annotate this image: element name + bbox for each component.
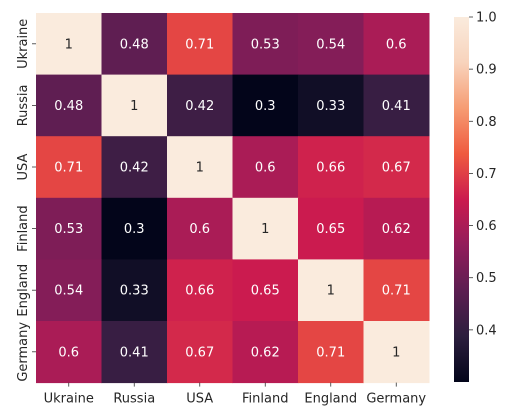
heatmap-cell-3-2 — [167, 197, 233, 260]
heatmap-cell-1-3 — [232, 74, 299, 137]
heatmap-cell-2-0 — [36, 136, 102, 199]
heatmap-cell-0-3 — [232, 13, 299, 76]
colorbar-tick-label: 1.0 — [476, 11, 497, 26]
cell-annotation-1-2: 0.42 — [185, 99, 214, 114]
cell-annotation-3-5: 0.62 — [382, 222, 411, 237]
x-tick-label: Germany — [366, 392, 426, 407]
cell-annotation-3-3: 1 — [261, 222, 269, 237]
cell-annotation-0-3: 0.53 — [251, 37, 280, 52]
heatmap-cell-5-1 — [101, 321, 168, 384]
y-tick-label: USA — [16, 153, 31, 180]
heatmap-cell-3-5 — [363, 197, 430, 260]
heatmap-cell-5-3 — [232, 321, 299, 384]
heatmap-cell-5-4 — [298, 321, 364, 384]
cell-annotation-4-2: 0.66 — [185, 284, 214, 299]
heatmap-cell-2-5 — [363, 136, 430, 199]
cell-annotation-5-0: 0.6 — [58, 345, 79, 360]
cell-annotation-4-4: 1 — [327, 284, 335, 299]
x-tick-label: Russia — [113, 392, 155, 407]
cell-annotation-1-3: 0.3 — [255, 99, 276, 114]
heatmap-cell-3-0 — [36, 197, 102, 260]
y-tick-label: Germany — [16, 322, 31, 382]
heatmap-cell-0-1 — [101, 13, 168, 76]
cell-annotation-0-5: 0.6 — [386, 37, 407, 52]
cell-annotation-0-4: 0.54 — [316, 37, 345, 52]
cell-annotation-5-1: 0.41 — [120, 345, 149, 360]
cell-annotation-3-4: 0.65 — [316, 222, 345, 237]
cell-annotation-2-2: 1 — [196, 161, 204, 176]
cell-annotation-1-0: 0.48 — [54, 99, 83, 114]
cell-annotation-2-0: 0.71 — [54, 161, 83, 176]
heatmap-cell-2-1 — [101, 136, 168, 199]
cell-annotation-5-2: 0.67 — [185, 345, 214, 360]
cell-annotation-4-0: 0.54 — [54, 284, 83, 299]
heatmap-cell-0-4 — [298, 13, 364, 76]
cell-annotation-3-2: 0.6 — [189, 222, 210, 237]
y-tick-label: Russia — [16, 84, 31, 126]
heatmap-cell-3-4 — [298, 197, 364, 260]
cell-annotation-1-5: 0.41 — [382, 99, 411, 114]
heatmap-cell-2-2 — [167, 136, 233, 199]
heatmap-cell-0-0 — [36, 13, 102, 76]
heatmap-cell-0-5 — [363, 13, 430, 76]
heatmap-cells — [36, 13, 430, 384]
cell-annotation-2-5: 0.67 — [382, 161, 411, 176]
colorbar-tick-label: 0.5 — [476, 271, 497, 286]
heatmap-cell-0-2 — [167, 13, 233, 76]
cell-annotation-4-3: 0.65 — [251, 284, 280, 299]
colorbar-tick-label: 0.8 — [476, 115, 497, 130]
cell-annotation-0-2: 0.71 — [185, 37, 214, 52]
heatmap-cell-4-0 — [36, 259, 102, 322]
heatmap-cell-5-0 — [36, 321, 102, 384]
heatmap-cell-2-3 — [232, 136, 299, 199]
cell-annotation-4-5: 0.71 — [382, 284, 411, 299]
cell-annotation-0-0: 1 — [65, 37, 73, 52]
cell-annotation-4-1: 0.33 — [120, 284, 149, 299]
heatmap-cell-1-2 — [167, 74, 233, 137]
cell-annotation-5-4: 0.71 — [316, 345, 345, 360]
x-tick-label: USA — [186, 392, 213, 407]
heatmap-cell-4-4 — [298, 259, 364, 322]
heatmap-cell-5-2 — [167, 321, 233, 384]
cell-annotation-5-3: 0.62 — [251, 345, 280, 360]
colorbar-tick-label: 0.4 — [476, 323, 497, 338]
colorbar-tick-label: 0.9 — [476, 63, 497, 78]
x-axis: Ukraine Russia USA Finland England Germany — [44, 382, 426, 407]
x-tick-label: Ukraine — [44, 392, 94, 407]
heatmap-cell-2-4 — [298, 136, 364, 199]
cell-annotation-2-1: 0.42 — [120, 161, 149, 176]
x-tick-label: England — [304, 392, 357, 407]
cell-annotation-3-1: 0.3 — [124, 222, 145, 237]
cell-annotation-5-5: 1 — [392, 345, 400, 360]
y-axis: Ukraine Russia USA Finland England Germany — [16, 19, 36, 382]
cell-annotation-1-4: 0.33 — [316, 99, 345, 114]
y-tick-label: Ukraine — [16, 19, 31, 69]
cell-annotation-2-3: 0.6 — [255, 161, 276, 176]
heatmap-cell-4-3 — [232, 259, 299, 322]
cell-annotation-0-1: 0.48 — [120, 37, 149, 52]
colorbar-tick-label: 0.7 — [476, 167, 497, 182]
y-tick-label: England — [16, 264, 31, 317]
colorbar: 0.4 0.5 0.6 0.7 0.8 0.9 1.0 — [454, 11, 497, 382]
cell-annotation-3-0: 0.53 — [54, 222, 83, 237]
heatmap-cell-4-5 — [363, 259, 430, 322]
heatmap-cell-5-5 — [363, 321, 430, 384]
heatmap-cell-4-2 — [167, 259, 233, 322]
cell-annotation-2-4: 0.66 — [316, 161, 345, 176]
heatmap-cell-1-5 — [363, 74, 430, 137]
cell-annotation-1-1: 1 — [130, 99, 138, 114]
heatmap-cell-3-1 — [101, 197, 168, 260]
cell-annotations: 1 0.48 0.71 0.53 0.54 0.6 0.48 1 0.42 0.3 0.33 0.41… — [54, 37, 410, 360]
heatmap-cell-4-1 — [101, 259, 168, 322]
heatmap-cell-1-1 — [101, 74, 168, 137]
heatmap-cell-1-4 — [298, 74, 364, 137]
x-tick-label: Finland — [242, 392, 288, 407]
y-tick-label: Finland — [16, 205, 31, 251]
heatmap-cell-1-0 — [36, 74, 102, 137]
colorbar-tick-label: 0.6 — [476, 219, 497, 234]
heatmap-cell-3-3 — [232, 197, 299, 260]
colorbar-gradient — [454, 17, 469, 382]
